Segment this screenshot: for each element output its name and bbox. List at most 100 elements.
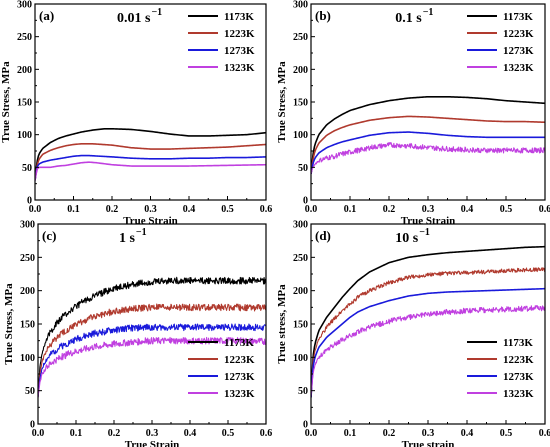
panel-label: (b) — [315, 8, 331, 23]
y-tick-label: 300 — [293, 0, 308, 11]
series-line-1223K — [35, 143, 266, 181]
y-tick-label: 0 — [27, 196, 32, 207]
strain-rate-label: 0.01 s — [117, 11, 151, 26]
y-tick-label: 200 — [17, 65, 32, 76]
x-tick-label: 0.3 — [422, 428, 435, 439]
x-axis-title: True strain — [402, 439, 455, 447]
x-tick-label: 0.2 — [106, 204, 119, 215]
y-axis-title: True stress, MPa — [276, 284, 288, 364]
y-tick-label: 100 — [293, 353, 308, 364]
x-axis-title: True Strain — [401, 215, 456, 227]
x-tick-label: 0.0 — [32, 428, 45, 439]
strain-rate-label: 1 s — [119, 231, 136, 246]
y-tick-label: 200 — [20, 286, 35, 297]
x-axis-title: True Strain — [123, 215, 178, 227]
panel-b: 0.0 0.1 0.2 0.3 0.4 0.5 0.6 0 50 100 150 200 250 300 T… — [276, 0, 550, 227]
x-tick-label: 0.3 — [146, 428, 159, 439]
x-tick-label: 0.5 — [222, 428, 235, 439]
x-tick-label: 0.1 — [67, 204, 80, 215]
x-tick-label: 0.0 — [29, 204, 42, 215]
x-tick-label: 0.2 — [108, 428, 121, 439]
y-tick-label: 100 — [293, 130, 308, 141]
x-tick-label: 0.4 — [183, 204, 196, 215]
legend-label-1273K: 1273K — [503, 371, 534, 383]
legend-label-1223K: 1223K — [503, 28, 534, 40]
x-tick-label: 0.1 — [344, 204, 357, 215]
series-line-1323K — [311, 142, 545, 175]
x-tick-label: 0.6 — [260, 428, 273, 439]
y-tick-label: 0 — [303, 420, 308, 431]
strain-rate-label: 10 s — [395, 231, 419, 246]
x-tick-label: 0.4 — [184, 428, 197, 439]
y-axis-title: True Stress, MPa — [3, 283, 15, 365]
y-tick-label: 150 — [17, 98, 32, 109]
y-tick-label: 200 — [293, 65, 308, 76]
panel-label: (c) — [42, 228, 56, 243]
y-axis-title: True Stress, MPa — [276, 61, 288, 143]
y-tick-label: 0 — [30, 420, 35, 431]
legend-label-1173K: 1173K — [503, 337, 533, 349]
x-tick-label: 0.4 — [461, 428, 474, 439]
series-line-1173K — [38, 276, 266, 398]
y-tick-label: 50 — [25, 386, 35, 397]
x-tick-label: 0.4 — [461, 204, 474, 215]
x-tick-label: 0.2 — [383, 204, 396, 215]
x-tick-label: 0.2 — [383, 428, 396, 439]
legend-label-1323K: 1323K — [224, 388, 255, 400]
strain-rate-exponent: −1 — [136, 227, 147, 238]
series-line-1273K — [38, 323, 266, 398]
x-tick-label: 0.1 — [70, 428, 83, 439]
legend-label-1273K: 1273K — [503, 45, 534, 57]
y-tick-label: 100 — [17, 130, 32, 141]
legend-label-1323K: 1323K — [224, 62, 255, 74]
x-tick-label: 0.0 — [305, 204, 318, 215]
panel-a: 0.0 0.1 0.2 0.3 0.4 0.5 0.6 0 50 100 150 200 250 300 T… — [0, 0, 272, 227]
y-tick-label: 250 — [293, 253, 308, 264]
strain-rate-exponent: −1 — [419, 227, 430, 238]
x-tick-label: 0.5 — [221, 204, 234, 215]
y-tick-label: 50 — [22, 163, 32, 174]
x-tick-label: 0.3 — [144, 204, 157, 215]
panel-label: (a) — [39, 8, 54, 23]
legend-label-1173K: 1173K — [503, 11, 533, 23]
y-tick-label: 250 — [20, 253, 35, 264]
y-tick-label: 300 — [17, 0, 32, 11]
y-tick-label: 150 — [20, 320, 35, 331]
series-line-1223K — [38, 303, 266, 398]
legend-label-1223K: 1223K — [224, 28, 255, 40]
series-line-1323K — [311, 305, 545, 398]
y-tick-label: 100 — [20, 353, 35, 364]
series-line-1223K — [311, 115, 545, 174]
x-tick-label: 0.6 — [260, 204, 273, 215]
panel-d: 0.0 0.1 0.2 0.3 0.4 0.5 0.6 0 50 100 150 200 250 300 T… — [276, 220, 550, 447]
y-tick-label: 250 — [17, 32, 32, 43]
legend-label-1173K: 1173K — [224, 337, 254, 349]
series-line-1323K — [38, 336, 266, 398]
y-tick-label: 0 — [303, 196, 308, 207]
strain-rate-exponent: −1 — [423, 7, 434, 18]
panel-c: 0.0 0.1 0.2 0.3 0.4 0.5 0.6 0 50 100 150 200 250 300 T… — [3, 220, 272, 447]
y-tick-label: 50 — [298, 386, 308, 397]
y-tick-label: 150 — [293, 98, 308, 109]
strain-rate-label: 0.1 s — [395, 11, 422, 26]
panel-label: (d) — [315, 228, 331, 243]
legend-label-1173K: 1173K — [224, 11, 254, 23]
y-tick-label: 300 — [20, 220, 35, 231]
x-tick-label: 0.5 — [500, 204, 513, 215]
x-tick-label: 0.6 — [539, 428, 550, 439]
y-tick-label: 200 — [293, 286, 308, 297]
series-line-1273K — [35, 154, 266, 181]
x-tick-label: 0.5 — [500, 428, 513, 439]
y-axis-title: True Stress, MPa — [0, 61, 12, 143]
x-axis-title: True Strain — [125, 439, 180, 447]
series-line-1273K — [311, 287, 545, 398]
y-tick-label: 300 — [293, 220, 308, 231]
legend-label-1323K: 1323K — [503, 62, 534, 74]
series-line-1173K — [35, 127, 266, 181]
y-tick-label: 150 — [293, 320, 308, 331]
legend-label-1323K: 1323K — [503, 388, 534, 400]
legend-label-1223K: 1223K — [503, 354, 534, 366]
legend-label-1273K: 1273K — [224, 371, 255, 383]
legend-label-1273K: 1273K — [224, 45, 255, 57]
